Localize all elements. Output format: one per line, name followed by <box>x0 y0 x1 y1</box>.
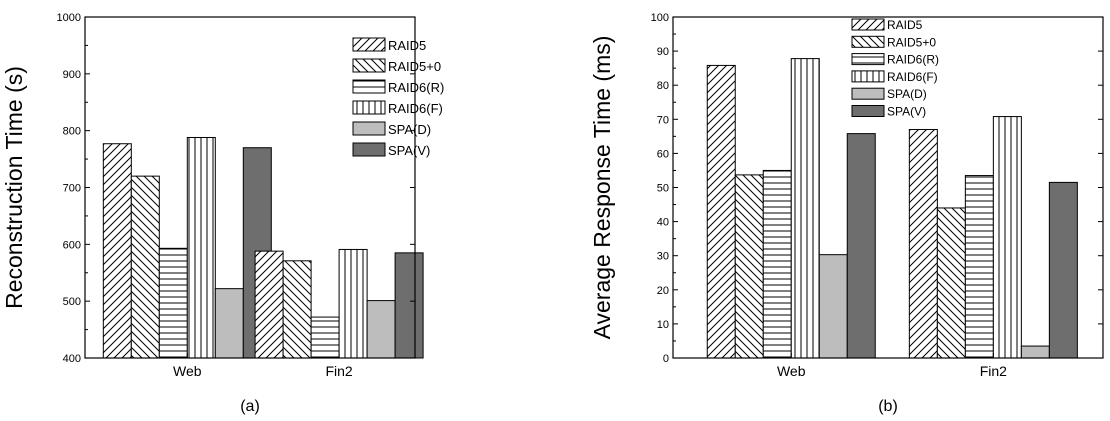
legend-swatch <box>352 100 386 115</box>
y-tick-label: 400 <box>63 353 81 365</box>
bar-fin2-raid6-r- <box>964 175 994 359</box>
y-axis-label: Reconstruction Time (s) <box>1 66 27 309</box>
bar-web-raid6-f- <box>790 58 820 359</box>
bar-web-spa-d- <box>818 254 848 359</box>
legend-swatch <box>352 37 386 52</box>
y-tick-label: 900 <box>63 69 81 81</box>
legend-swatch <box>851 87 885 100</box>
bar-fin2-raid6-r- <box>310 316 340 359</box>
y-tick-label: 800 <box>63 126 81 138</box>
legend-label: SPA(D) <box>887 87 927 101</box>
bar-fin2-raid5-0 <box>282 260 312 359</box>
legend-label: RAID6(R) <box>887 53 939 67</box>
y-tick-label: 20 <box>657 285 669 297</box>
bar-fin2-raid5 <box>908 129 938 359</box>
y-tick-label: 0 <box>663 353 669 365</box>
legend-swatch <box>352 79 386 94</box>
bar-web-raid6-r- <box>762 169 792 359</box>
bar-web-raid5-0 <box>130 175 160 359</box>
legend: RAID5 RAID5+0 RAID6(R) RAID6(F) SPA(D) SPA(V) <box>851 18 939 119</box>
y-tick-label: 1000 <box>57 12 81 24</box>
y-tick-label: 100 <box>651 12 669 24</box>
bar-web-raid5 <box>102 143 132 359</box>
x-category-label: Fin2 <box>980 363 1007 379</box>
bar-fin2-raid6-f- <box>992 116 1022 359</box>
legend-swatch <box>352 121 386 136</box>
bar-fin2-raid5-0 <box>936 207 966 359</box>
y-tick-label: 50 <box>657 183 669 195</box>
y-tick-label: 70 <box>657 114 669 126</box>
bar-fin2-spa-v- <box>1048 181 1078 359</box>
legend-label: RAID5 <box>887 18 923 32</box>
legend: RAID5 RAID5+0 RAID6(R) RAID6(F) SPA(D) SPA(V) <box>352 37 444 158</box>
bar-fin2-raid6-f- <box>338 248 368 359</box>
bar-web-raid5-0 <box>734 174 764 359</box>
figure-caption: (a) <box>240 398 260 415</box>
bar-fin2-spa-d- <box>1020 345 1050 359</box>
legend-label: SPA(V) <box>887 105 926 119</box>
legend-label: RAID5 <box>388 38 426 53</box>
legend-swatch <box>851 18 885 31</box>
legend-swatch <box>352 58 386 73</box>
y-tick-label: 700 <box>63 183 81 195</box>
legend-label: RAID5+0 <box>887 35 936 49</box>
legend-label: RAID6(R) <box>388 80 444 95</box>
legend-swatch <box>851 105 885 117</box>
bar-web-spa-v- <box>846 133 876 359</box>
x-category-label: Web <box>173 363 202 379</box>
y-tick-label: 90 <box>657 46 669 58</box>
legend-label: RAID6(F) <box>887 70 938 84</box>
bar-fin2-spa-v- <box>394 252 424 359</box>
legend-label: RAID5+0 <box>388 59 441 74</box>
legend-swatch <box>851 70 885 83</box>
legend-label: SPA(D) <box>388 122 431 137</box>
bar-web-raid5 <box>706 64 736 359</box>
bar-web-spa-d- <box>214 288 244 359</box>
bar-web-raid6-r- <box>158 247 188 359</box>
bar-web-raid6-f- <box>186 136 216 359</box>
y-tick-label: 10 <box>657 319 669 331</box>
y-tick-label: 80 <box>657 80 669 92</box>
bar-fin2-spa-d- <box>366 300 396 359</box>
x-category-label: Fin2 <box>325 363 352 379</box>
chart-reconstruction-time: 400 500 600 700 800 900 1000 Web Fin2 Reconstruct… <box>1 12 444 415</box>
chart-average-response-time: 0 10 20 30 40 50 60 70 80 90 100 Web Fin2 Average Res… <box>589 12 1104 415</box>
figure-caption: (b) <box>878 398 898 415</box>
legend-label: RAID6(F) <box>388 101 443 116</box>
y-tick-label: 600 <box>63 239 81 251</box>
legend-swatch <box>851 53 885 66</box>
y-tick-label: 40 <box>657 217 669 229</box>
y-tick-label: 500 <box>63 296 81 308</box>
y-tick-label: 60 <box>657 148 669 160</box>
legend-label: SPA(V) <box>388 143 430 158</box>
legend-swatch <box>851 35 885 48</box>
x-category-label: Web <box>777 363 806 379</box>
y-tick-label: 30 <box>657 251 669 263</box>
y-axis-label: Average Response Time (ms) <box>589 36 615 340</box>
bar-fin2-raid5 <box>254 250 284 359</box>
legend-swatch <box>352 142 386 157</box>
